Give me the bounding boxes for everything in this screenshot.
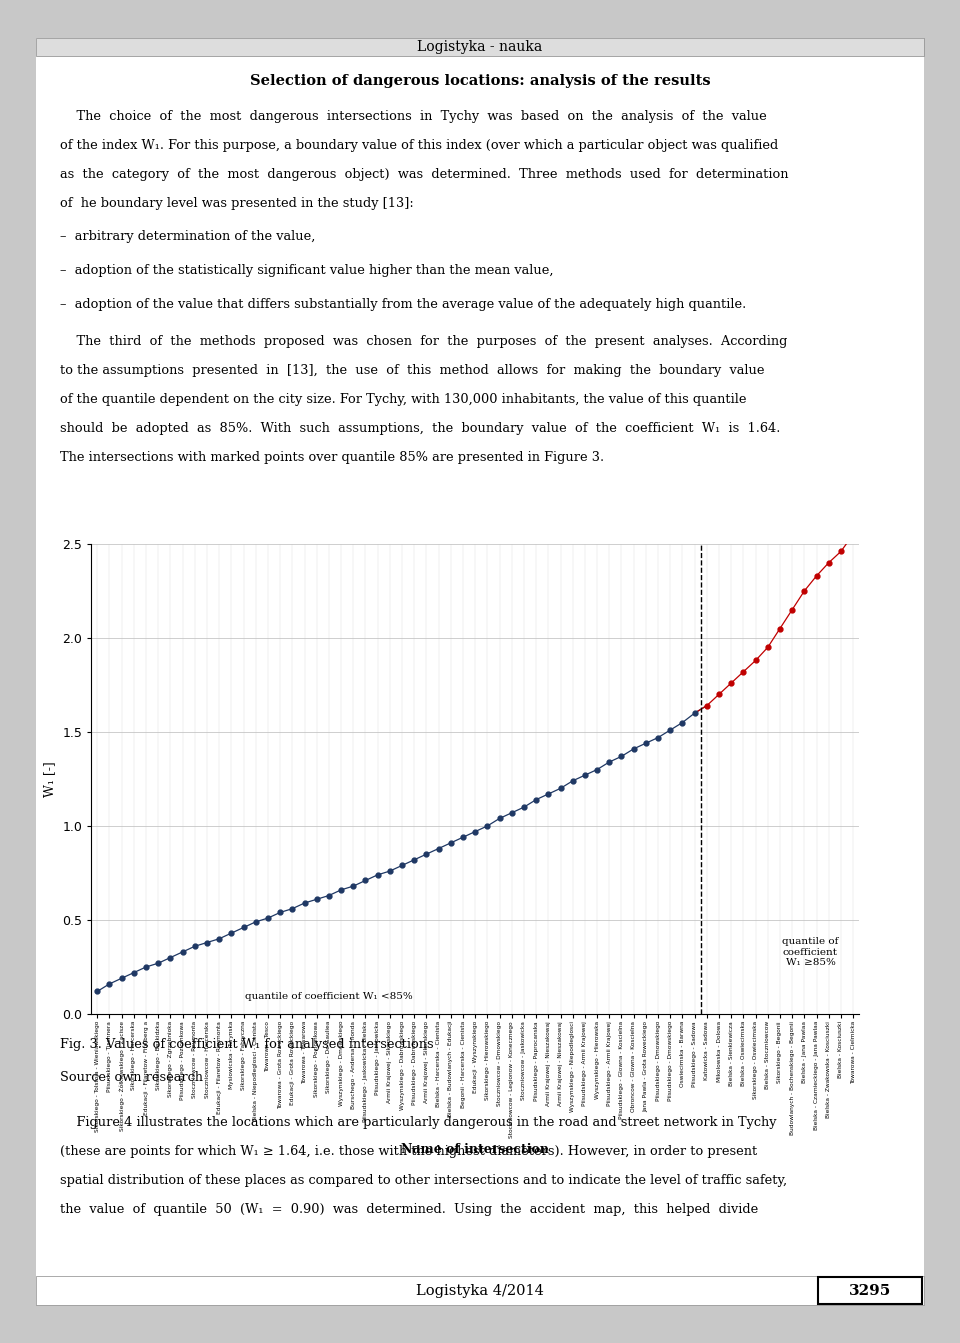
Text: Logistyka 4/2014: Logistyka 4/2014 <box>416 1284 544 1297</box>
Text: –  arbitrary determination of the value,: – arbitrary determination of the value, <box>60 230 315 243</box>
Text: as  the  category  of  the  most  dangerous  object)  was  determined.  Three  m: as the category of the most dangerous ob… <box>60 168 788 181</box>
Text: should  be  adopted  as  85%.  With  such  assumptions,  the  boundary  value  o: should be adopted as 85%. With such assu… <box>60 422 780 435</box>
Text: of  he boundary level was presented in the study [13]:: of he boundary level was presented in th… <box>60 196 413 210</box>
Text: the  value  of  quantile  50  (W₁  =  0.90)  was  determined.  Using  the  accid: the value of quantile 50 (W₁ = 0.90) was… <box>60 1203 757 1215</box>
Text: The intersections with marked points over quantile 85% are presented in Figure 3: The intersections with marked points ove… <box>60 450 604 463</box>
Text: to the assumptions  presented  in  [13],  the  use  of  this  method  allows  fo: to the assumptions presented in [13], th… <box>60 364 764 377</box>
Text: Logistyka - nauka: Logistyka - nauka <box>418 40 542 54</box>
Text: The  third  of  the  methods  proposed  was  chosen  for  the  purposes  of  the: The third of the methods proposed was ch… <box>60 334 787 348</box>
X-axis label: Name of intersection: Name of intersection <box>401 1143 549 1156</box>
Text: Selection of dangerous locations: analysis of the results: Selection of dangerous locations: analys… <box>250 74 710 87</box>
Text: quantile of
coefficient
W₁ ≥85%: quantile of coefficient W₁ ≥85% <box>782 937 839 967</box>
Text: (these are points for which W₁ ≥ 1.64, i.e. those with the highest diameters). H: (these are points for which W₁ ≥ 1.64, i… <box>60 1144 756 1158</box>
Text: Fig. 3. Values of coefficient W₁ for analysed intersections: Fig. 3. Values of coefficient W₁ for ana… <box>60 1038 433 1052</box>
Text: spatial distribution of these places as compared to other intersections and to i: spatial distribution of these places as … <box>60 1174 786 1187</box>
Text: –  adoption of the statistically significant value higher than the mean value,: – adoption of the statistically signific… <box>60 263 553 277</box>
Text: –  adoption of the value that differs substantially from the average value of th: – adoption of the value that differs sub… <box>60 298 746 312</box>
Text: Source: own research: Source: own research <box>60 1072 203 1084</box>
Text: quantile of coefficient W₁ <85%: quantile of coefficient W₁ <85% <box>245 991 413 1001</box>
Text: 3295: 3295 <box>849 1284 891 1297</box>
Y-axis label: W₁ [-]: W₁ [-] <box>43 761 57 796</box>
Text: of the index W₁. For this purpose, a boundary value of this index (over which a : of the index W₁. For this purpose, a bou… <box>60 138 778 152</box>
Text: Figure 4 illustrates the locations which are particularly dangerous in the road : Figure 4 illustrates the locations which… <box>60 1116 776 1129</box>
Text: The  choice  of  the  most  dangerous  intersections  in  Tychy  was  based  on : The choice of the most dangerous interse… <box>60 110 766 124</box>
Text: of the quantile dependent on the city size. For Tychy, with 130,000 inhabitants,: of the quantile dependent on the city si… <box>60 392 746 406</box>
